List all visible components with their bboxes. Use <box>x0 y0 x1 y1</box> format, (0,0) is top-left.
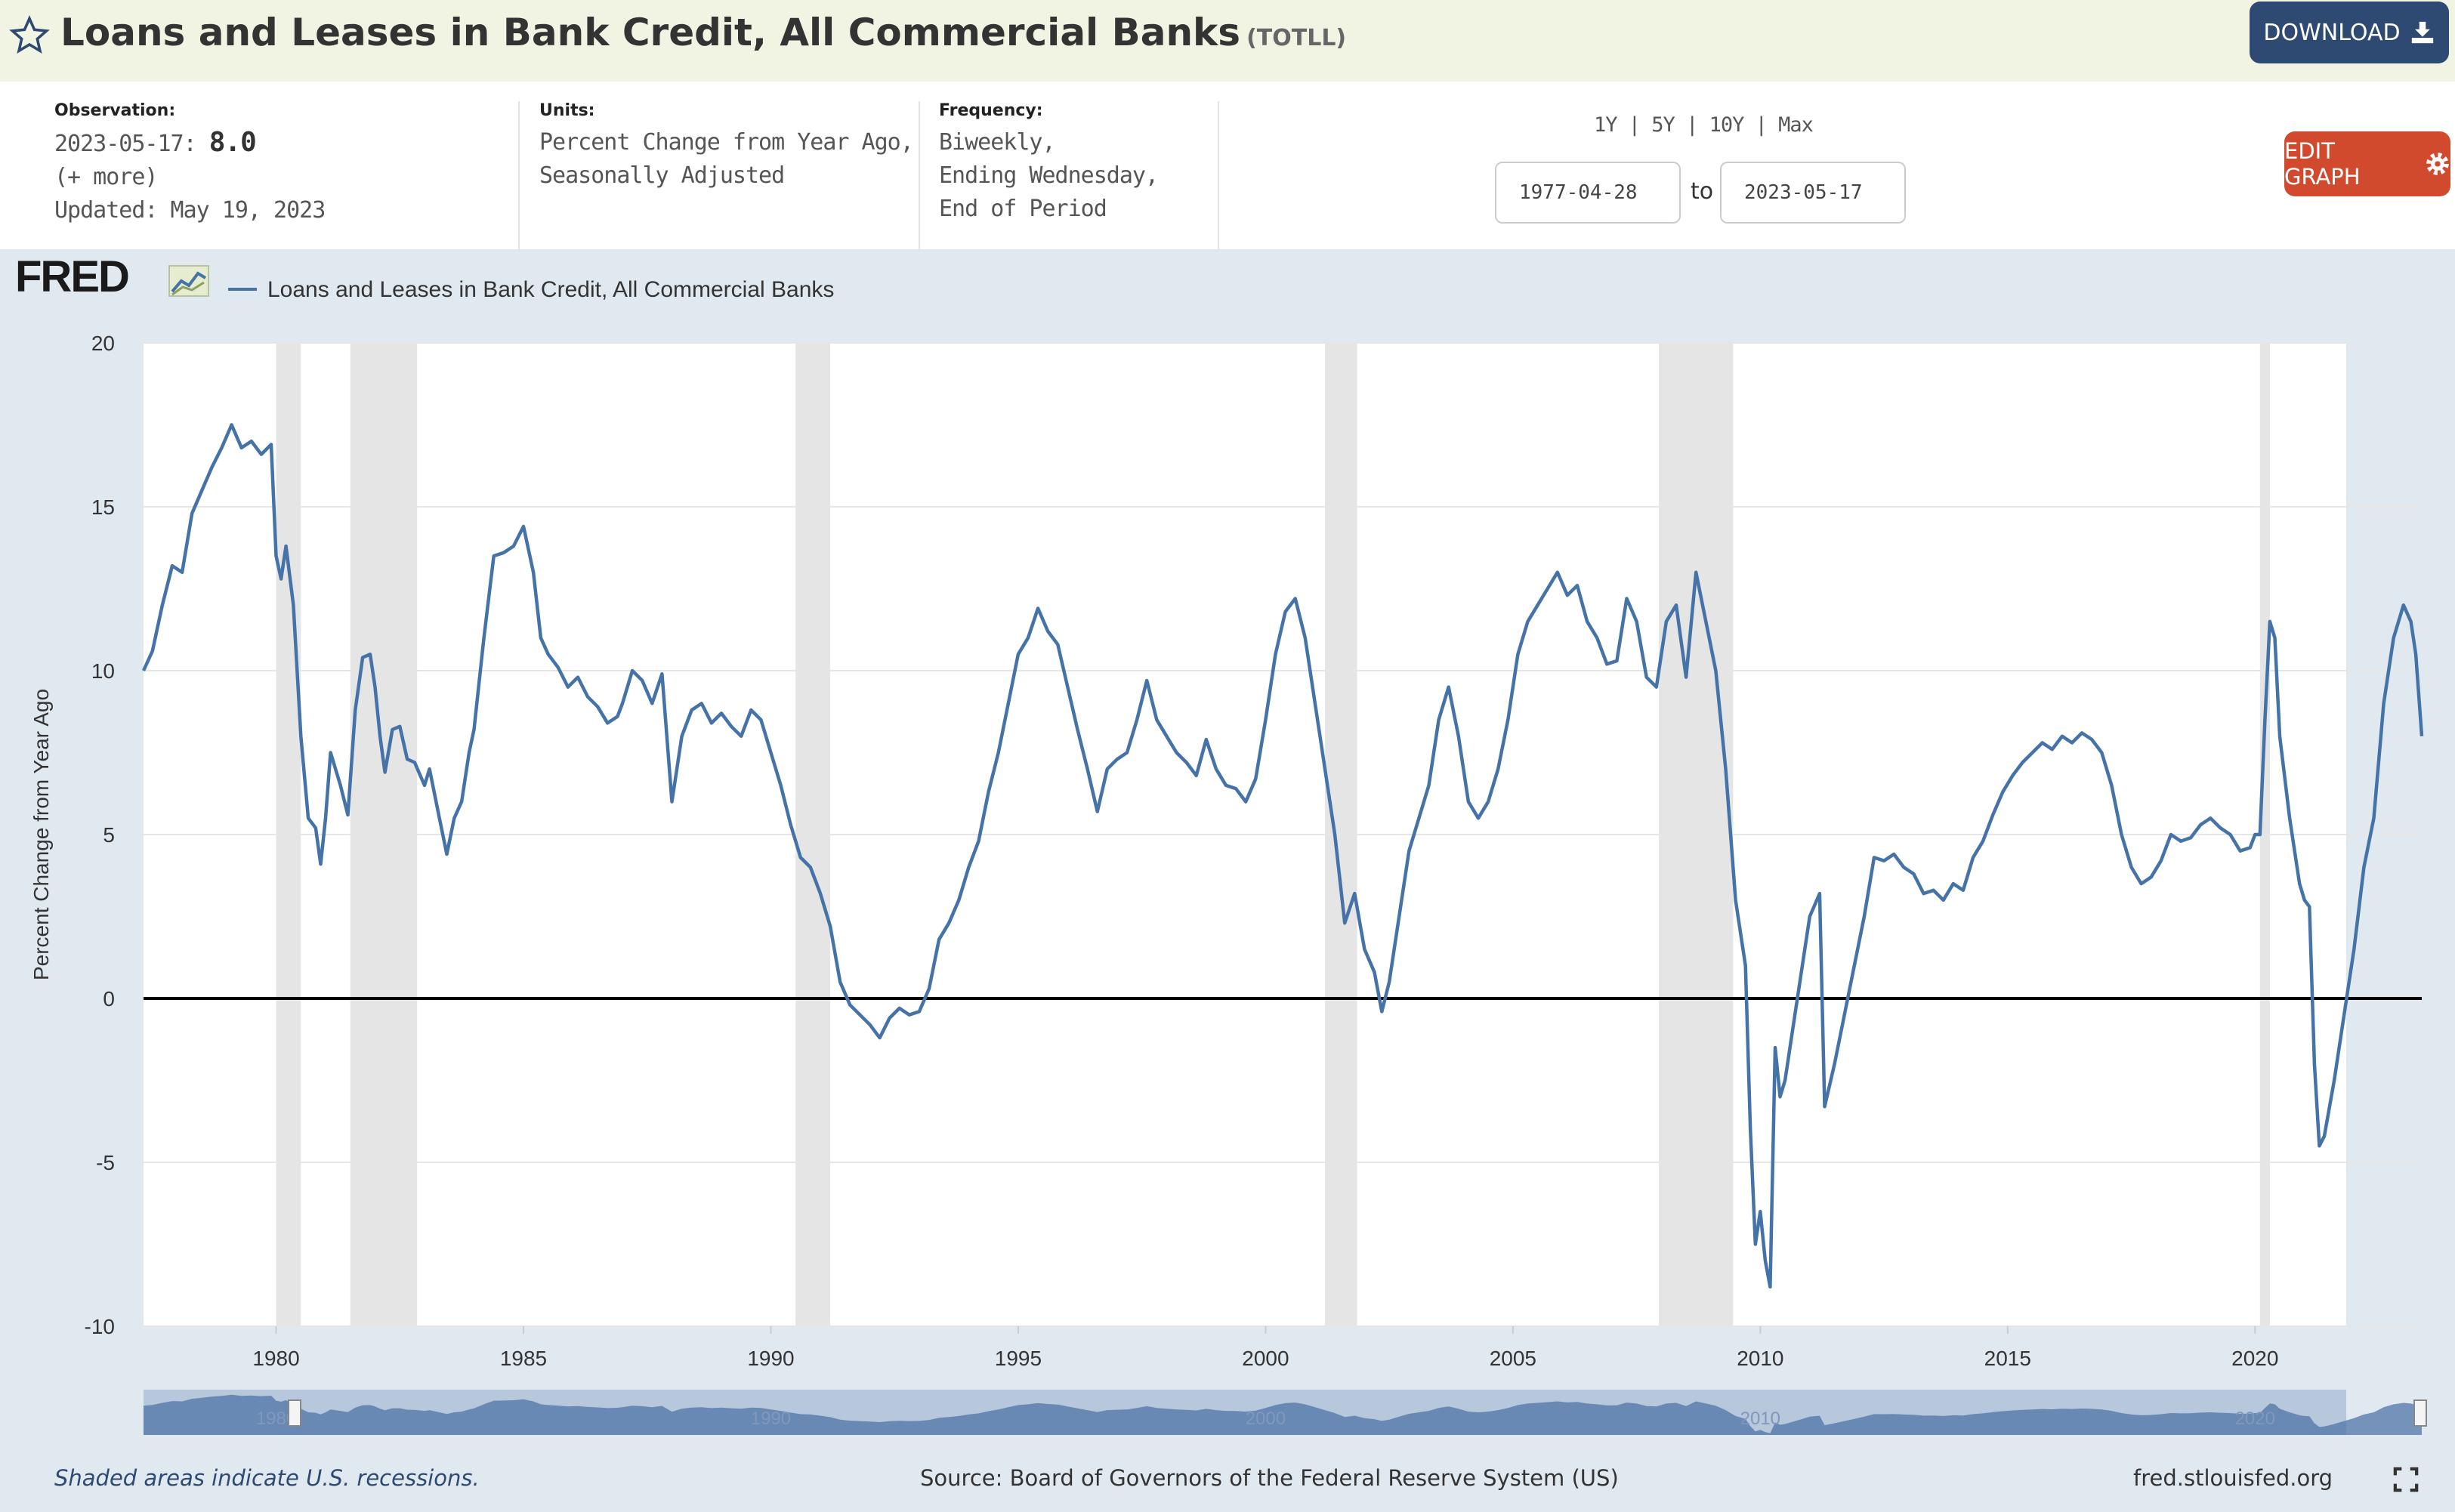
range-selector: 1Y | 5Y | 10Y | Max <box>1594 113 1814 137</box>
series-line <box>141 423 2424 1289</box>
download-icon <box>2411 21 2433 44</box>
observation-label: Observation: <box>54 101 176 120</box>
frequency-line2: Ending Wednesday, <box>939 162 1159 189</box>
divider <box>518 101 520 249</box>
download-button[interactable]: DOWNLOAD <box>2250 2 2449 63</box>
updated-text: Updated: May 19, 2023 <box>54 197 326 224</box>
x-tick-label: 2010 <box>1737 1347 1783 1370</box>
fred-chart: FRED Loans and Leases in Bank Credit, Al… <box>15 252 2427 1435</box>
fred-logo-icon <box>168 265 209 297</box>
frequency-block: Frequency: Biweekly, Ending Wednesday, E… <box>939 101 1159 226</box>
range-10y[interactable]: 10Y <box>1709 113 1745 137</box>
navigator-label: 2010 <box>1740 1409 1780 1429</box>
fullscreen-icon[interactable] <box>2393 1467 2419 1492</box>
download-label: DOWNLOAD <box>2263 19 2401 46</box>
navigator-label: 2020 <box>2235 1409 2275 1429</box>
recession-note: Shaded areas indicate U.S. recessions. <box>54 1465 480 1491</box>
range-navigator[interactable]: 1980 1990 2000 2010 2020 <box>144 1390 2427 1435</box>
range-5y[interactable]: 5Y <box>1651 113 1675 137</box>
y-tick-label: 5 <box>103 823 115 847</box>
legend-label: Loans and Leases in Bank Credit, All Com… <box>267 277 834 302</box>
star-icon[interactable] <box>9 15 50 56</box>
frequency-line3: End of Period <box>939 196 1107 222</box>
observation-line: 2023-05-17: 8.0 <box>54 126 325 161</box>
more-link[interactable]: (+ more) <box>54 164 159 190</box>
observation-value: 8.0 <box>208 127 257 158</box>
units-line1: Percent Change from Year Ago, <box>539 129 914 156</box>
frequency-label: Frequency: <box>939 101 1043 120</box>
source-text: Source: Board of Governors of the Federa… <box>920 1465 1619 1491</box>
divider <box>1218 101 1219 249</box>
x-tick-label: 2015 <box>1984 1347 2031 1370</box>
page-title: Loans and Leases in Bank Credit, All Com… <box>60 11 1346 54</box>
y-tick-label: -5 <box>96 1151 115 1174</box>
edit-graph-button[interactable]: EDIT GRAPH <box>2284 131 2450 196</box>
series-code: (TOTLL) <box>1246 25 1347 51</box>
chart-area: FRED Loans and Leases in Bank Credit, Al… <box>0 249 2455 1512</box>
fred-logo: FRED <box>15 252 128 301</box>
observation-date: 2023-05-17: <box>54 131 197 157</box>
x-tick-label: 1990 <box>747 1347 794 1370</box>
y-axis-label: Percent Change from Year Ago <box>29 689 53 980</box>
units-block: Units: Percent Change from Year Ago, Sea… <box>539 101 914 193</box>
frequency-line1: Biweekly, <box>939 129 1056 156</box>
range-max[interactable]: Max <box>1778 113 1814 137</box>
gear-icon <box>2426 153 2449 175</box>
series-title: Loans and Leases in Bank Credit, All Com… <box>60 11 1241 54</box>
x-tick-label: 2000 <box>1242 1347 1289 1370</box>
start-date-input[interactable]: 1977-04-28 <box>1495 162 1681 224</box>
y-tick-label: 20 <box>91 332 115 355</box>
navigator-handle-left[interactable] <box>288 1399 301 1427</box>
x-tick-label: 2005 <box>1490 1347 1536 1370</box>
navigator-area <box>144 1394 2422 1435</box>
x-tick-label: 1995 <box>995 1347 1042 1370</box>
y-tick-label: 10 <box>91 659 115 683</box>
y-tick-label: -10 <box>85 1315 115 1338</box>
navigator-handle-right[interactable] <box>2413 1399 2427 1427</box>
y-tick-label: 0 <box>103 987 115 1011</box>
series-meta: Observation: 2023-05-17: 8.0 (+ more) Up… <box>0 82 2455 249</box>
site-link[interactable]: fred.stlouisfed.org <box>2133 1465 2333 1491</box>
x-tick-label: 1985 <box>500 1347 547 1370</box>
header-bar: Loans and Leases in Bank Credit, All Com… <box>0 0 2455 82</box>
end-date-input[interactable]: 2023-05-17 <box>1720 162 1906 224</box>
edit-graph-label: EDIT GRAPH <box>2284 138 2361 190</box>
y-tick-label: 15 <box>91 495 115 519</box>
divider <box>919 101 920 249</box>
to-label: to <box>1691 178 1714 205</box>
range-1y[interactable]: 1Y <box>1594 113 1618 137</box>
x-tick-label: 2020 <box>2231 1347 2278 1370</box>
units-line2: Seasonally Adjusted <box>539 162 785 189</box>
x-tick-label: 1980 <box>252 1347 299 1370</box>
navigator-label: 2000 <box>1246 1409 1286 1429</box>
observation-block: Observation: 2023-05-17: 8.0 (+ more) Up… <box>54 101 326 227</box>
units-label: Units: <box>539 101 595 120</box>
navigator-label: 1990 <box>751 1409 791 1429</box>
